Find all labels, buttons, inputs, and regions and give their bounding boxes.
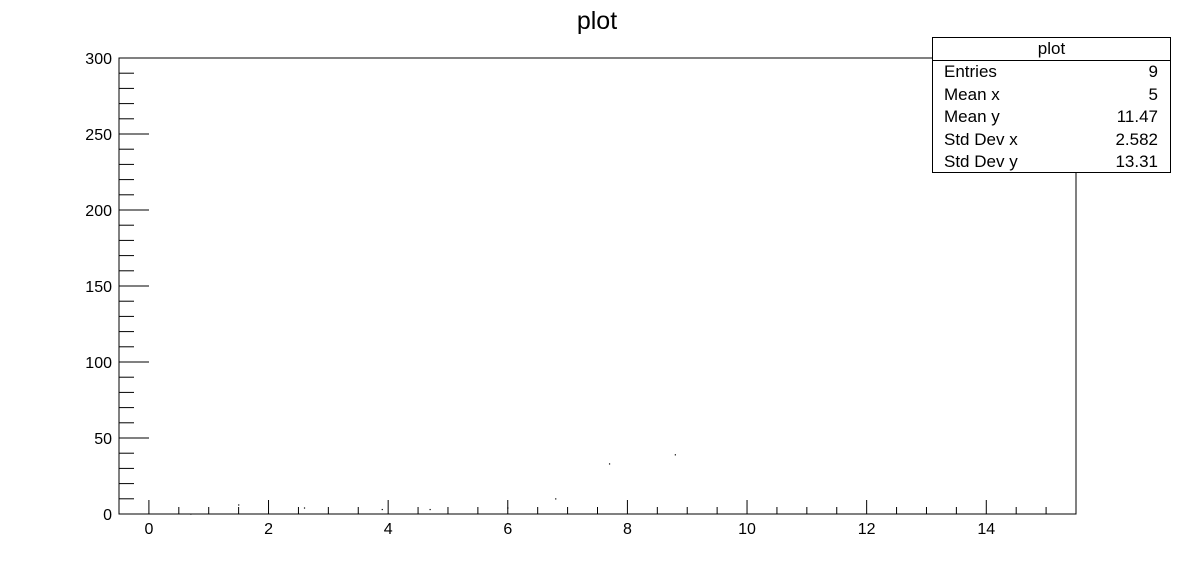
x-tick-label: 2 — [264, 521, 273, 538]
stats-label: Mean y — [944, 107, 1000, 126]
y-tick-label: 200 — [85, 203, 112, 220]
x-tick-label: 6 — [503, 521, 512, 538]
chart-title: plot — [577, 7, 617, 35]
data-point — [674, 454, 676, 456]
x-axis: 0 2 4 6 8 10 12 14 — [118, 500, 1077, 538]
x-tick-label: 10 — [738, 521, 756, 538]
data-point — [507, 507, 509, 509]
stats-value: 2.582 — [1115, 129, 1158, 149]
x-tick-label: 12 — [858, 521, 876, 538]
data-point — [303, 507, 306, 509]
x-tick-label: 4 — [384, 521, 393, 538]
stats-label: Mean x — [944, 84, 1000, 104]
x-tick-label: 8 — [623, 521, 632, 538]
data-point — [555, 498, 557, 500]
x-tick-label: 0 — [144, 521, 153, 538]
x-tick-label: 14 — [977, 521, 995, 538]
y-tick-label: 300 — [85, 51, 112, 68]
stats-label: Std Dev x — [944, 129, 1018, 149]
stats-value: 5 — [1148, 84, 1158, 104]
y-axis: 0 50 100 150 200 250 300 — [85, 51, 149, 524]
stats-row-mean-x: Mean x 5 — [933, 84, 1170, 107]
stats-label: Std Dev y — [944, 152, 1018, 171]
data-point — [429, 508, 431, 511]
data-points — [190, 454, 676, 515]
stats-row-entries: Entries 9 — [933, 61, 1170, 84]
stats-label: Entries — [944, 62, 997, 81]
y-tick-label: 50 — [94, 431, 112, 448]
stats-row-std-dev-y: Std Dev y 13.31 — [933, 151, 1170, 174]
y-tick-label: 0 — [103, 507, 112, 524]
y-tick-label: 250 — [85, 127, 112, 144]
stats-value: 11.47 — [1116, 107, 1158, 126]
y-tick-label: 150 — [85, 279, 112, 296]
stats-row-std-dev-x: Std Dev x 2.582 — [933, 129, 1170, 152]
stats-row-mean-y: Mean y 11.47 — [933, 106, 1170, 129]
data-point — [381, 508, 383, 511]
data-point — [608, 463, 611, 465]
stats-value: 9 — [1148, 62, 1158, 81]
data-point — [190, 513, 192, 515]
data-point — [238, 504, 240, 506]
stats-value: 13.31 — [1115, 152, 1158, 171]
y-tick-label: 100 — [85, 355, 112, 372]
stats-title: plot — [933, 38, 1170, 61]
stats-box: plot Entries 9 Mean x 5 Mean y 11.47 Std… — [932, 37, 1171, 173]
